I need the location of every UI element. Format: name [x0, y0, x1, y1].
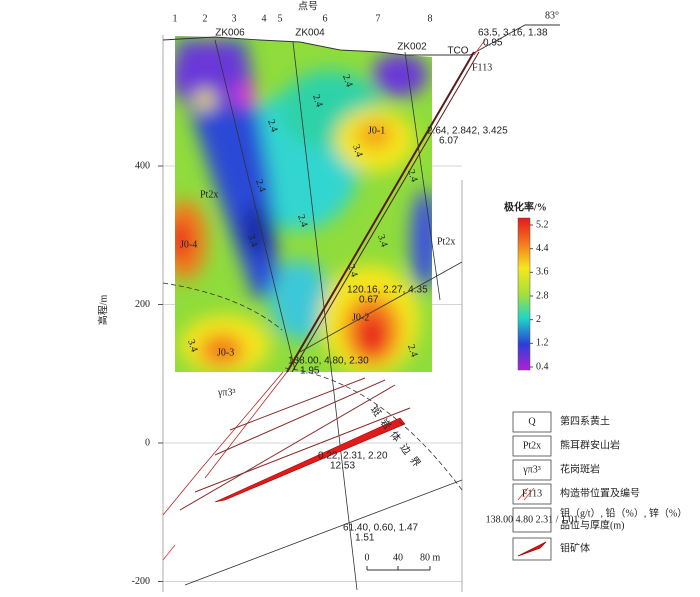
polarization-map: [175, 36, 432, 372]
point-number: 4: [262, 13, 267, 24]
orebody-label: J0-1: [368, 125, 385, 136]
legend-label: 花岗斑岩: [560, 462, 600, 475]
legend-label: 钼（g/t）, 铅（%）, 锌（%）: [560, 506, 687, 519]
scale-label: 40: [393, 552, 403, 563]
borehole-label: ZK004: [295, 28, 325, 39]
surface-values: 63.5, 3.16, 1.38: [478, 28, 548, 39]
point-number: 7: [376, 13, 381, 24]
unit-label: Pt2x: [200, 189, 218, 200]
point-number: 3: [232, 13, 237, 24]
sample-values: 2.64, 2.842, 3.425: [427, 126, 508, 137]
legend-label: 第四系黄土: [560, 414, 610, 427]
borehole-label: ZK006: [215, 28, 245, 39]
contour-label: 2.4: [345, 263, 360, 279]
contour-label: 3.4: [185, 338, 200, 354]
unit-label: Pt2x: [437, 236, 455, 247]
sample-values: 120.16, 2.27, 4.35: [347, 285, 428, 296]
colorbar: [517, 217, 531, 371]
colorbar-label: 3.6: [536, 267, 549, 278]
colorbar-label: 1.2: [536, 338, 549, 349]
borehole-label: ZK002: [397, 42, 427, 53]
point-number: 2: [203, 13, 208, 24]
legend-symbol: Q: [528, 416, 536, 427]
axis-title: 点号: [298, 0, 318, 12]
colorbar-label: 5.2: [536, 219, 549, 230]
unit-label: γπ3³: [217, 387, 235, 398]
legend-symbol: F113: [522, 488, 542, 499]
contour-label: 2.4: [340, 73, 355, 89]
contour-label: 2.4: [405, 168, 420, 184]
structure-lines: [162, 39, 486, 591]
contour-label: 3.4: [350, 143, 365, 159]
legend-label: 熊耳群安山岩: [560, 438, 620, 451]
legend-label: 品位与厚度(m): [560, 518, 624, 531]
scale-label: 80 m: [420, 552, 441, 563]
fault-label: F113: [472, 62, 492, 73]
legend-symbol: γπ3³: [522, 464, 540, 475]
sample-values: 138.00, 4.80, 2.30: [288, 356, 369, 367]
legend-label: 构造带位置及编号: [560, 486, 640, 499]
point-number: 6: [323, 13, 328, 24]
y-axis-label: 高程/m: [96, 295, 109, 326]
contour-label: 2.4: [310, 93, 325, 109]
y-tick-label: -200: [132, 576, 150, 587]
contour-label: 2.4: [253, 178, 268, 194]
sample-thickness: 1.95: [300, 366, 320, 377]
colorbar-label: 0.4: [536, 361, 549, 372]
legend-symbol: Pt2x: [523, 440, 541, 451]
sample-thickness: 12.53: [330, 461, 355, 472]
colorbar-title: 极化率/%: [504, 200, 547, 213]
point-number: 5: [278, 13, 283, 24]
surface-thickness: 0.95: [483, 38, 503, 49]
orebody-label: J0-2: [352, 312, 369, 323]
sample-values: 61.40, 0.60, 1.47: [343, 523, 419, 534]
sample-thickness: 0.67: [359, 295, 379, 306]
y-tick-label: 400: [135, 160, 150, 171]
y-tick-label: 200: [135, 299, 150, 310]
dip: 83°: [545, 10, 559, 21]
point-number: 1: [173, 13, 178, 24]
legend-label: 钼矿体: [560, 541, 590, 554]
scale-bar: [366, 566, 431, 571]
borehole-label: TCO: [447, 46, 468, 57]
frame: [162, 35, 463, 592]
y-tick-label: 0: [145, 437, 150, 448]
contour-label: 2.4: [405, 343, 420, 359]
colorbar-label: 2.8: [536, 290, 549, 301]
sample-values: 0.22, 2.31, 2.20: [318, 451, 388, 462]
terrain: [162, 24, 560, 56]
boundary-label: 斑岩体边界: [368, 403, 427, 474]
colorbar-label: 4.4: [536, 243, 549, 254]
sample-thickness: 1.51: [355, 533, 375, 544]
contour-label: 2.4: [265, 118, 280, 134]
orebody-label: J0-4: [180, 239, 197, 250]
scale-label: 0: [365, 552, 370, 563]
contour-label: 2.4: [295, 213, 310, 229]
orebody-label: J0-3: [217, 347, 234, 358]
colorbar-label: 2: [536, 314, 541, 325]
point-number: 8: [428, 13, 433, 24]
sample-thickness: 6.07: [439, 136, 459, 147]
contour-label: 3.4: [245, 233, 260, 249]
legend-symbol: 138.00 4.80 2.31 / 1.01: [486, 514, 579, 525]
contour-label: 3.4: [375, 233, 390, 249]
legend-boxes: [512, 411, 552, 561]
